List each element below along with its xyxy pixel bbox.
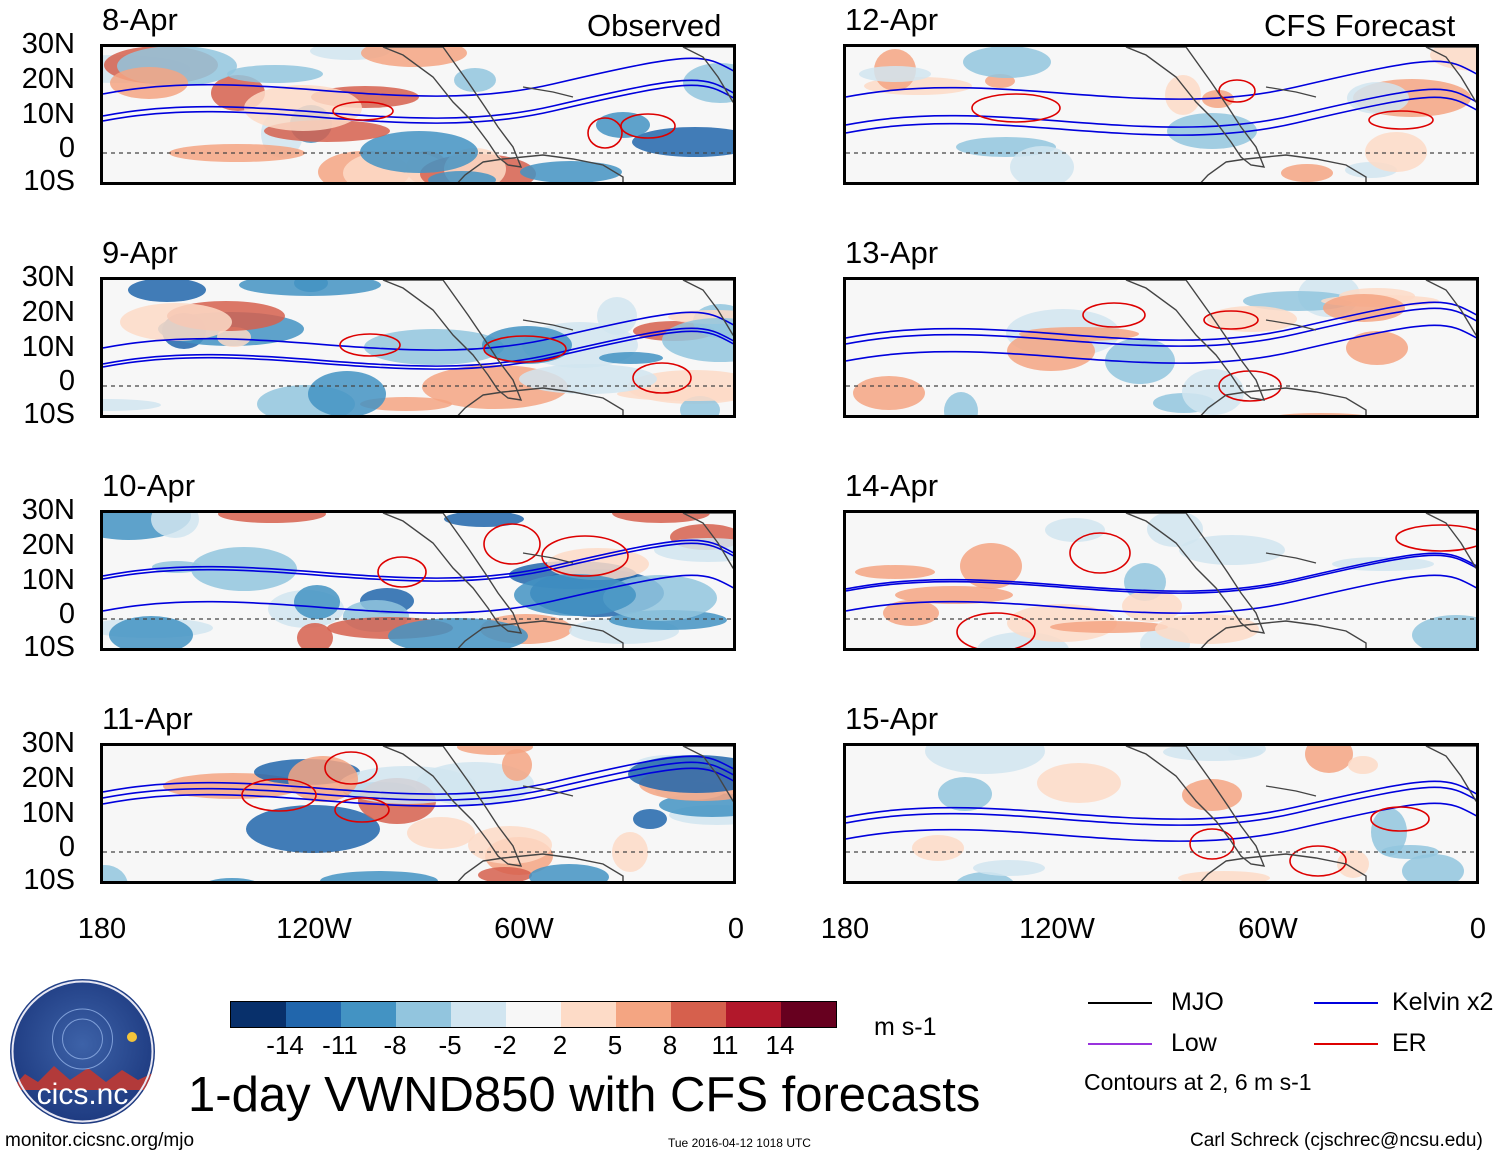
map-panel-forecast <box>843 44 1479 185</box>
footer-author: Carl Schreck (cjschrec@ncsu.edu) <box>1190 1130 1483 1151</box>
lat-label: 10S <box>23 864 75 896</box>
lat-label: 10S <box>23 631 75 663</box>
legend-line-low <box>1088 1043 1152 1045</box>
panel-date-fc-2: 13-Apr <box>845 235 939 270</box>
colorbar-tick: -2 <box>493 1030 517 1060</box>
colorbar-swatch <box>781 1002 836 1027</box>
panel-date-obs-4: 11-Apr <box>102 701 193 736</box>
lat-label: 10N <box>21 564 75 596</box>
observed-header: Observed <box>587 8 722 43</box>
panel-date-fc-1: 12-Apr <box>845 2 939 37</box>
map-panel-forecast <box>843 277 1479 418</box>
colorbar-tick: 14 <box>765 1030 795 1060</box>
panel-date-obs-1: 8-Apr <box>102 2 178 37</box>
lat-label: 0 <box>58 598 75 630</box>
map-panel-observed <box>100 510 736 651</box>
legend-note: Contours at 2, 6 m s-1 <box>1084 1069 1312 1095</box>
legend-line-mjo <box>1088 1002 1152 1004</box>
colorbar-swatch <box>286 1002 341 1027</box>
colorbar-swatch <box>561 1002 616 1027</box>
lat-label: 20N <box>21 762 75 794</box>
lon-label-120w-left: 120W <box>276 913 352 945</box>
panel-date-obs-3: 10-Apr <box>102 468 196 503</box>
colorbar-swatch <box>231 1002 286 1027</box>
panel-date-fc-3: 14-Apr <box>845 468 939 503</box>
lat-label: 10N <box>21 797 75 829</box>
colorbar-swatch <box>616 1002 671 1027</box>
lat-label: 10N <box>21 98 75 130</box>
colorbar-tick: -8 <box>383 1030 407 1060</box>
colorbar <box>230 1001 837 1028</box>
lon-label-180-right: 180 <box>820 913 870 945</box>
colorbar-tick: 5 <box>607 1030 623 1060</box>
colorbar-tick: -5 <box>438 1030 462 1060</box>
map-panel-observed <box>100 277 736 418</box>
legend-label-kelvin: Kelvin x2 <box>1392 988 1494 1016</box>
lat-label: 10S <box>23 398 75 430</box>
lat-label: 30N <box>21 261 75 293</box>
lat-label: 30N <box>21 727 75 759</box>
colorbar-swatch <box>506 1002 561 1027</box>
lat-label: 10S <box>23 165 75 197</box>
legend-label-low: Low <box>1171 1029 1217 1057</box>
colorbar-swatch <box>726 1002 781 1027</box>
lon-label-60w-left: 60W <box>494 913 554 945</box>
colorbar-tick: 11 <box>711 1030 739 1060</box>
colorbar-swatch <box>451 1002 506 1027</box>
logo-ring-icon <box>11 980 154 1123</box>
map-panel-forecast <box>843 743 1479 884</box>
lon-label-60w-right: 60W <box>1238 913 1298 945</box>
lat-label: 0 <box>58 831 75 863</box>
cics-logo: cics.nc <box>10 979 155 1124</box>
map-panel-observed <box>100 743 736 884</box>
legend-line-kelvin <box>1314 1002 1378 1004</box>
map-panel-observed <box>100 44 736 185</box>
colorbar-tick: 8 <box>662 1030 678 1060</box>
lat-label: 20N <box>21 63 75 95</box>
lat-label: 10N <box>21 331 75 363</box>
colorbar-units: m s-1 <box>874 1013 937 1041</box>
lat-label: 30N <box>21 28 75 60</box>
colorbar-swatch <box>671 1002 726 1027</box>
legend-label-er: ER <box>1392 1029 1427 1057</box>
footer-site: monitor.cicsnc.org/mjo <box>5 1130 195 1151</box>
logo-name: cics.nc <box>36 1078 129 1111</box>
panel-date-fc-4: 15-Apr <box>845 701 939 736</box>
lat-label: 20N <box>21 296 75 328</box>
forecast-header: CFS Forecast <box>1264 8 1456 43</box>
lon-label-120w-right: 120W <box>1019 913 1095 945</box>
lat-label: 0 <box>58 132 75 164</box>
lon-label-0-left: 0 <box>727 913 745 945</box>
chart-title: 1-day VWND850 with CFS forecasts <box>188 1068 981 1122</box>
map-panel-forecast <box>843 510 1479 651</box>
footer-timestamp: Tue 2016-04-12 1018 UTC <box>668 1136 811 1150</box>
lon-label-180-left: 180 <box>77 913 127 945</box>
lon-label-0-right: 0 <box>1469 913 1487 945</box>
colorbar-swatch <box>396 1002 451 1027</box>
mountain-icon <box>10 1066 155 1090</box>
legend-line-er <box>1314 1043 1378 1045</box>
panel-date-obs-2: 9-Apr <box>102 235 178 270</box>
lat-label: 0 <box>58 365 75 397</box>
colorbar-swatch <box>341 1002 396 1027</box>
colorbar-tick: 2 <box>552 1030 568 1060</box>
lat-label: 30N <box>21 494 75 526</box>
legend-label-mjo: MJO <box>1171 988 1224 1016</box>
colorbar-tick: -11 <box>322 1030 358 1060</box>
colorbar-tick: -14 <box>266 1030 304 1060</box>
lat-label: 20N <box>21 529 75 561</box>
